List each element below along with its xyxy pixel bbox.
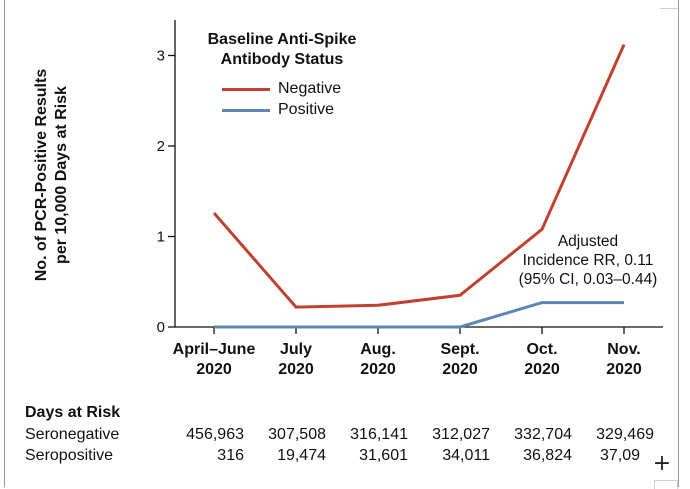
y-axis-label-line-2: per 10,000 Days at Risk bbox=[52, 60, 72, 290]
series-line-positive bbox=[214, 303, 624, 327]
risk-value-cell: 329,469 bbox=[574, 426, 654, 444]
annotation-line-1: Adjusted bbox=[508, 232, 668, 251]
x-tick-year-label: 2020 bbox=[360, 361, 396, 378]
risk-value-cell: 19,474 bbox=[246, 447, 326, 465]
risk-value-cell: 312,027 bbox=[410, 426, 490, 444]
x-tick-year-label: 2020 bbox=[278, 361, 314, 378]
y-tick-label: 0 bbox=[157, 319, 165, 336]
legend-swatch-negative bbox=[222, 88, 270, 91]
days-at-risk-title: Days at Risk bbox=[25, 404, 120, 422]
incidence-annotation: Adjusted Incidence RR, 0.11 (95% CI, 0.0… bbox=[508, 232, 668, 289]
legend-item-negative: Negative bbox=[222, 79, 341, 99]
risk-value-cell: 34,011 bbox=[410, 447, 490, 465]
x-tick-year-label: 2020 bbox=[196, 361, 232, 378]
x-tick-label: Oct. bbox=[526, 341, 557, 358]
annotation-line-3: (95% CI, 0.03–0.44) bbox=[508, 270, 668, 289]
bottom-right-frame-corner bbox=[654, 480, 678, 489]
x-tick-label: Nov. bbox=[607, 341, 640, 358]
risk-value-cell: 456,963 bbox=[164, 426, 244, 444]
legend-title-line-1: Baseline Anti-Spike bbox=[192, 30, 372, 50]
legend-label-positive: Positive bbox=[278, 101, 334, 119]
legend-swatch-positive bbox=[222, 109, 270, 112]
legend-title-line-2: Antibody Status bbox=[192, 50, 372, 70]
x-tick-year-label: 2020 bbox=[524, 361, 560, 378]
x-tick-label: July bbox=[280, 341, 312, 358]
x-tick-label: Aug. bbox=[360, 341, 396, 358]
y-tick-label: 1 bbox=[157, 229, 165, 246]
legend-title: Baseline Anti-Spike Antibody Status bbox=[192, 30, 372, 70]
legend-label-negative: Negative bbox=[278, 80, 341, 98]
expand-button[interactable]: + bbox=[650, 452, 674, 476]
x-tick-year-label: 2020 bbox=[442, 361, 478, 378]
seronegative-label: Seronegative bbox=[25, 426, 119, 444]
seropositive-label: Seropositive bbox=[25, 447, 113, 465]
x-tick-year-label: 2020 bbox=[606, 361, 642, 378]
y-tick-label: 2 bbox=[157, 138, 165, 155]
risk-value-cell: 316 bbox=[164, 447, 244, 465]
x-tick-label: April–June bbox=[173, 341, 256, 358]
risk-value-cell: 37,09 bbox=[560, 447, 640, 465]
x-axis-ticks: April–June 2020 July 2020 Aug. 2020 Sept. 2020 O… bbox=[173, 327, 642, 378]
risk-value-cell: 332,704 bbox=[492, 426, 572, 444]
legend-item-positive: Positive bbox=[222, 100, 334, 120]
annotation-line-2: Incidence RR, 0.11 bbox=[508, 251, 668, 270]
y-tick-label: 3 bbox=[157, 48, 165, 65]
y-axis-label-line-1: No. of PCR-Positive Results bbox=[32, 60, 52, 290]
x-tick-label: Sept. bbox=[440, 341, 479, 358]
risk-value-cell: 316,141 bbox=[328, 426, 408, 444]
risk-value-cell: 307,508 bbox=[246, 426, 326, 444]
y-axis-ticks: 0 1 2 3 bbox=[157, 48, 175, 337]
risk-value-cell: 31,601 bbox=[328, 447, 408, 465]
y-axis-label: No. of PCR-Positive Results per 10,000 D… bbox=[32, 60, 72, 290]
